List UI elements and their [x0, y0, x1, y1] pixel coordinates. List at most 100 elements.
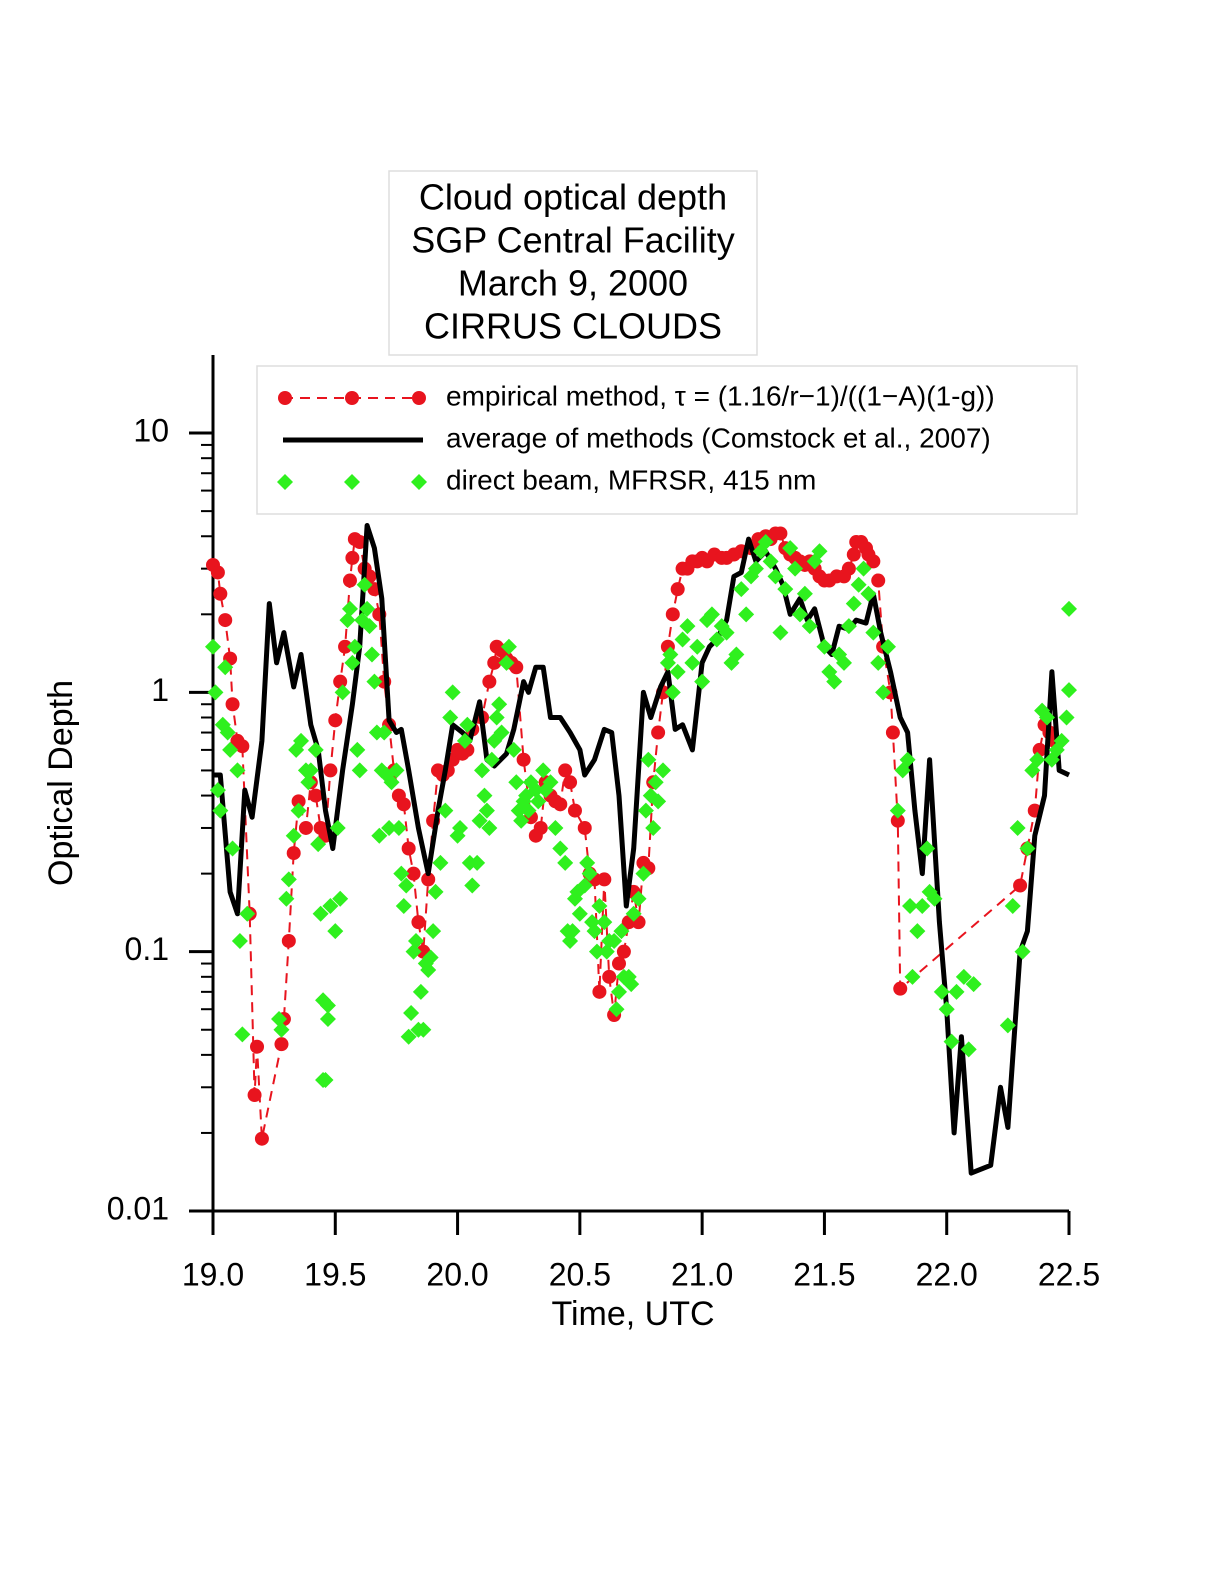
x-tick-label: 21.5: [793, 1256, 855, 1292]
data-point: [437, 802, 454, 819]
data-point: [351, 762, 368, 779]
data-point: [893, 981, 908, 996]
data-point: [846, 547, 861, 562]
legend-marker: [345, 391, 359, 405]
data-point: [388, 762, 405, 779]
data-point: [674, 631, 691, 648]
data-point: [349, 741, 366, 758]
data-point: [865, 624, 882, 641]
data-point: [456, 732, 473, 749]
data-point: [564, 923, 581, 940]
data-point: [332, 890, 349, 907]
data-point: [571, 905, 588, 922]
data-point: [361, 618, 378, 635]
data-point: [278, 890, 295, 907]
data-point: [390, 819, 407, 836]
legend-marker: [278, 391, 292, 405]
data-point: [476, 787, 493, 804]
legend-marker: [277, 474, 293, 490]
data-point: [553, 797, 568, 812]
data-point: [407, 932, 424, 949]
data-point: [346, 638, 363, 655]
data-point: [286, 846, 301, 861]
data-point: [787, 560, 804, 577]
data-point: [845, 595, 862, 612]
y-axis-label: Optical Depth: [42, 680, 80, 886]
data-point: [488, 709, 505, 726]
data-point: [703, 606, 720, 623]
data-point: [234, 1026, 251, 1043]
data-point: [1004, 898, 1021, 915]
data-point: [689, 638, 706, 655]
data-point: [557, 854, 574, 871]
data-point: [611, 956, 626, 971]
data-point: [333, 674, 348, 689]
x-tick-label: 22.0: [916, 1256, 978, 1292]
data-point: [563, 775, 578, 790]
data-point: [300, 774, 317, 791]
data-point: [322, 898, 339, 915]
data-point: [943, 1033, 960, 1050]
data-point: [474, 762, 491, 779]
data-point: [718, 624, 735, 641]
data-point: [694, 673, 711, 690]
data-point: [212, 802, 229, 819]
data-point: [317, 1072, 334, 1089]
data-point: [747, 560, 764, 577]
data-point: [481, 819, 498, 836]
data-point: [381, 819, 398, 836]
data-point: [880, 638, 897, 655]
data-point: [965, 976, 982, 993]
data-point: [535, 762, 552, 779]
data-point: [290, 802, 307, 819]
data-point: [224, 840, 241, 857]
data-point: [210, 565, 225, 580]
data-point: [218, 613, 233, 628]
data-point: [871, 573, 886, 588]
x-tick-label: 20.0: [426, 1256, 488, 1292]
data-point: [602, 969, 617, 984]
data-point: [359, 600, 376, 617]
data-point: [655, 762, 672, 779]
legend-marker: [411, 474, 427, 490]
data-point: [403, 1005, 420, 1022]
data-point: [960, 1041, 977, 1058]
data-point: [625, 905, 642, 922]
data-point: [552, 840, 569, 857]
data-point: [427, 883, 444, 900]
data-point: [885, 725, 900, 740]
data-point: [471, 812, 488, 829]
data-point: [608, 1001, 625, 1018]
data-point: [219, 724, 236, 741]
data-point: [948, 983, 965, 1000]
data-point: [665, 607, 680, 622]
title-line: CIRRUS CLOUDS: [424, 306, 722, 347]
data-point: [339, 612, 356, 629]
y-tick-label: 0.1: [125, 931, 169, 967]
title-line: March 9, 2000: [458, 263, 688, 304]
data-point: [291, 794, 306, 809]
x-tick-label: 21.0: [671, 1256, 733, 1292]
data-point: [520, 802, 537, 819]
series-line: [213, 523, 1071, 1176]
y-tick-label: 10: [133, 413, 169, 449]
data-point: [352, 535, 367, 550]
data-point: [271, 1011, 288, 1028]
data-point: [482, 674, 497, 689]
data-point: [647, 774, 664, 791]
data-point: [816, 638, 833, 655]
data-point: [679, 618, 696, 635]
data-point: [444, 684, 461, 701]
title-line: SGP Central Facility: [411, 220, 734, 261]
data-point: [576, 877, 593, 894]
data-point: [319, 1011, 336, 1028]
data-point: [777, 581, 794, 598]
data-point: [508, 774, 525, 791]
data-point: [459, 716, 476, 733]
data-point: [645, 819, 662, 836]
data-point: [344, 654, 361, 671]
data-point: [329, 819, 346, 836]
x-axis-label: Time, UTC: [551, 1295, 714, 1333]
data-point: [342, 573, 357, 588]
